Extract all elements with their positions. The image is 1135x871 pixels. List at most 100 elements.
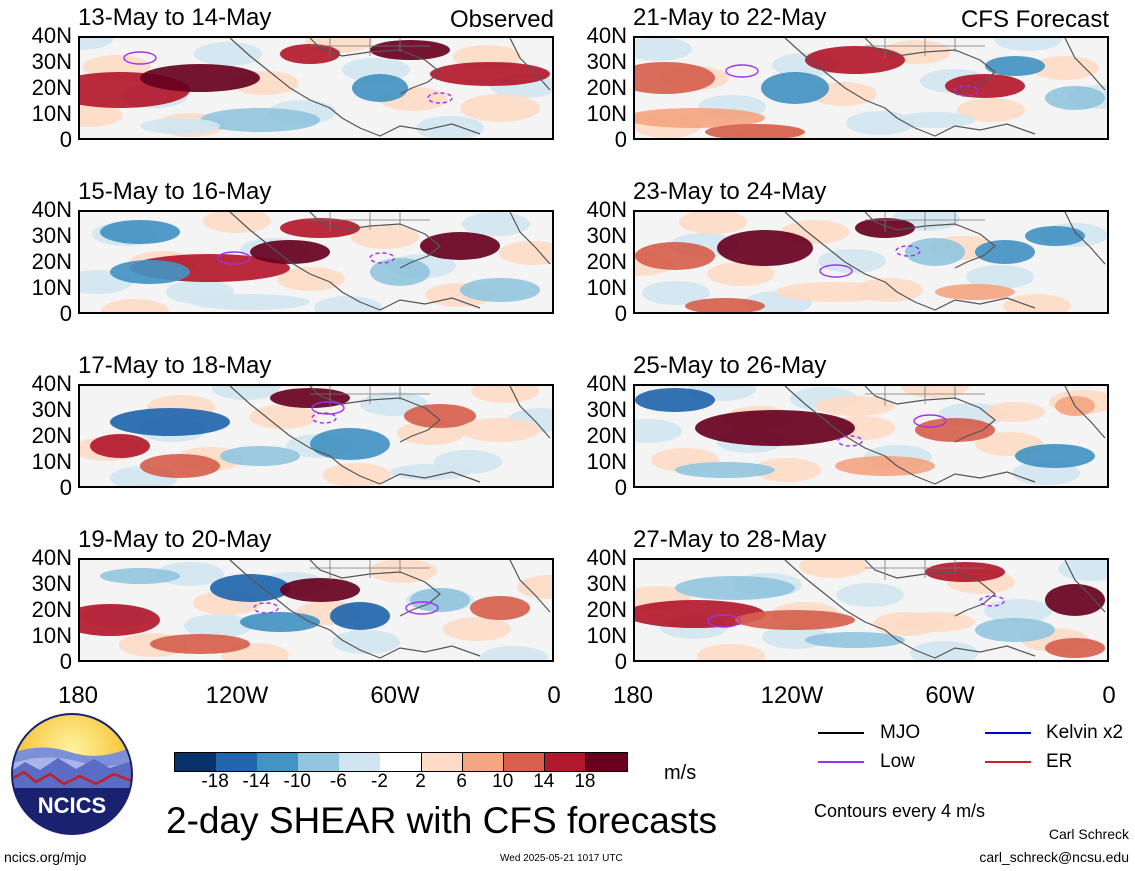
colorbar-swatch [421, 753, 464, 771]
lat-label: 30N [586, 49, 627, 74]
panel-title: 17-May to 18-May [78, 352, 272, 379]
lat-label: 20N [31, 249, 72, 274]
colorbar-swatch [216, 753, 258, 771]
colorbar-swatch [298, 753, 340, 771]
footer-author: Carl Schreck [1048, 826, 1129, 842]
colorbar-swatch [544, 753, 587, 771]
lat-label: 20N [586, 597, 627, 622]
lat-label: 20N [586, 423, 627, 448]
lon-label-60w-right: 60W [925, 682, 975, 709]
lat-label: 10N [586, 623, 627, 648]
legend-line-kelvin [985, 732, 1031, 734]
colorbar-tick-label: -18 [201, 771, 229, 792]
lat-label: 30N [31, 49, 72, 74]
lat-label: 0 [59, 127, 72, 152]
colorbar-swatch [175, 753, 217, 771]
panel-title: 23-May to 24-May [633, 178, 827, 205]
shear-map-panel [633, 36, 1109, 140]
lat-label: 0 [59, 649, 72, 674]
panel-title: 21-May to 22-May [633, 4, 827, 31]
lat-label: 10N [31, 623, 72, 648]
lat-label: 20N [586, 249, 627, 274]
lat-label: 30N [31, 397, 72, 422]
lat-label: 20N [31, 423, 72, 448]
legend-label-er: ER [1046, 751, 1073, 772]
panel-title: 19-May to 20-May [78, 526, 272, 553]
lat-label: 20N [586, 75, 627, 100]
colorbar-tick-label: 10 [492, 771, 514, 792]
lat-label: 40N [31, 197, 72, 222]
footer-email: carl_schreck@ncsu.edu [979, 849, 1129, 865]
lat-label: 0 [59, 301, 72, 326]
legend-line-low [818, 761, 864, 763]
shear-map-panel [633, 210, 1109, 314]
shear-map-panel [633, 384, 1109, 488]
colorbar-swatch [380, 753, 423, 771]
lon-label-180-left: 180 [57, 682, 99, 709]
lon-label-180-right: 180 [612, 682, 654, 709]
colorbar-tick-label: -14 [242, 771, 270, 792]
lon-label-120w-left: 120W [205, 682, 269, 709]
lat-label: 20N [31, 597, 72, 622]
panel-title: 15-May to 16-May [78, 178, 272, 205]
lat-label: 10N [586, 449, 627, 474]
figure-title: 2-day SHEAR with CFS forecasts [166, 800, 718, 841]
panel-note: CFS Forecast [960, 6, 1109, 33]
footer-url: ncics.org/mjo [4, 849, 87, 865]
lat-label: 30N [586, 397, 627, 422]
lat-label: 30N [586, 223, 627, 248]
contours-note: Contours every 4 m/s [814, 801, 986, 821]
shear-map-panel [78, 384, 554, 488]
lat-label: 30N [31, 223, 72, 248]
lat-label: 40N [31, 545, 72, 570]
lat-label: 40N [586, 197, 627, 222]
colorbar [174, 752, 628, 772]
legend-line-er [985, 761, 1031, 763]
colorbar-swatch [503, 753, 546, 771]
colorbar-tick-label: -6 [329, 771, 347, 792]
lat-label: 40N [586, 545, 627, 570]
colorbar-tick-label: 2 [415, 771, 426, 792]
lat-label: 40N [586, 23, 627, 48]
colorbar-swatch [339, 753, 381, 771]
colorbar-tick-label: 6 [456, 771, 467, 792]
colorbar-tick-label: 18 [574, 771, 596, 792]
lat-label: 0 [614, 649, 627, 674]
lat-label: 30N [31, 571, 72, 596]
shear-map-panel [78, 558, 554, 662]
colorbar-swatch [462, 753, 505, 771]
lat-label: 10N [586, 101, 627, 126]
lat-label: 0 [614, 301, 627, 326]
lon-label-60w-left: 60W [370, 682, 420, 709]
shear-map-panel [633, 558, 1109, 662]
colorbar-tick-label: -10 [283, 771, 311, 792]
lat-label: 40N [586, 371, 627, 396]
lon-label-120w-right: 120W [760, 682, 824, 709]
logo-text: NCICS [38, 793, 106, 818]
lat-label: 40N [31, 371, 72, 396]
lat-label: 40N [31, 23, 72, 48]
lat-label: 10N [31, 101, 72, 126]
lon-label-0-right: 0 [1102, 682, 1116, 709]
ncics-logo: NCICS [10, 712, 134, 836]
lat-label: 30N [586, 571, 627, 596]
lat-label: 0 [614, 475, 627, 500]
footer-timestamp: Wed 2025-05-21 1017 UTC [500, 853, 623, 864]
lon-label-0-left: 0 [547, 682, 561, 709]
lat-label: 10N [31, 275, 72, 300]
panel-title: 13-May to 14-May [78, 4, 272, 31]
colorbar-swatch [585, 753, 628, 771]
shear-map-panel [78, 210, 554, 314]
legend-line-mjo [818, 732, 864, 734]
colorbar-tick-label: 14 [533, 771, 555, 792]
legend-label-mjo: MJO [880, 722, 921, 743]
shear-map-panel [78, 36, 554, 140]
colorbar-tick-label: -2 [371, 771, 388, 792]
colorbar-swatch [257, 753, 299, 771]
panel-title: 25-May to 26-May [633, 352, 827, 379]
lat-label: 0 [614, 127, 627, 152]
lat-label: 20N [31, 75, 72, 100]
legend-label-kelvin: Kelvin x2 [1046, 722, 1124, 743]
colorbar-unit: m/s [664, 762, 697, 784]
lat-label: 10N [31, 449, 72, 474]
